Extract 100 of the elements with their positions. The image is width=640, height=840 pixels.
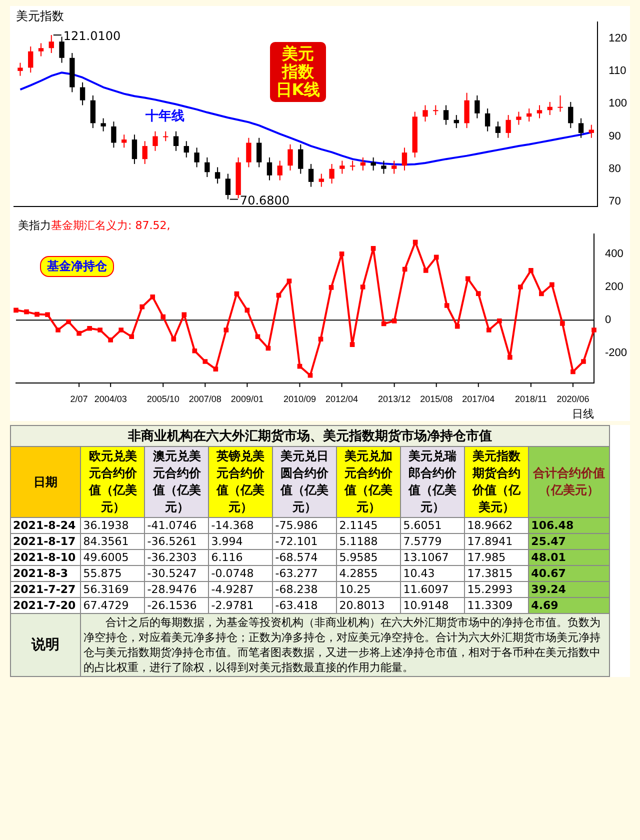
point <box>496 318 502 324</box>
text: 4.69 <box>531 599 558 612</box>
text: -36.2303 <box>147 551 197 564</box>
point <box>234 291 240 296</box>
text: 5.1188 <box>339 535 378 548</box>
category-label: 2021-8-17 <box>13 535 76 548</box>
candlestick <box>402 147 408 171</box>
point <box>66 319 71 324</box>
point <box>560 320 565 326</box>
candlestick <box>392 160 397 174</box>
x-tick-label: 2005/10 <box>146 394 180 404</box>
text: 11.6097 <box>403 583 449 596</box>
text: 106.48 <box>531 519 574 532</box>
point <box>423 268 428 273</box>
category-label: 美元兑加元合约价值（亿美元） <box>336 446 401 518</box>
text: 67.4729 <box>83 599 129 612</box>
candlestick <box>38 42 44 57</box>
candlestick <box>506 114 511 138</box>
text: 56.3169 <box>83 583 129 596</box>
category-label: 日期 <box>10 446 81 518</box>
point <box>392 318 397 324</box>
text: -41.0746 <box>147 519 197 532</box>
text: -14.368 <box>211 519 254 532</box>
candlestick <box>28 46 34 74</box>
point <box>171 336 176 342</box>
candlestick <box>111 121 116 148</box>
text: 7.5779 <box>403 535 442 548</box>
candlestick <box>266 156 272 181</box>
text: 10.43 <box>403 567 435 580</box>
candlestick <box>214 166 220 184</box>
point <box>276 292 282 298</box>
candlestick <box>329 163 334 184</box>
x-tick-label: 2/07 <box>70 394 88 404</box>
text: 40.67 <box>531 567 566 580</box>
text: 2.1145 <box>339 519 378 532</box>
point <box>255 334 260 340</box>
annotation: 121.0100 <box>63 29 121 44</box>
candlestick <box>464 92 470 129</box>
text: 17.985 <box>467 551 506 564</box>
point <box>24 309 29 314</box>
point <box>581 359 586 364</box>
category-label: 欧元兑美元合约价值（亿美元） <box>80 446 145 518</box>
text: 17.3815 <box>467 567 513 580</box>
category-label: 澳元兑美元合约价值（亿美元） <box>144 446 209 518</box>
candlestick <box>204 156 210 178</box>
text: 5.9585 <box>339 551 378 564</box>
candlestick <box>484 108 490 132</box>
candlestick <box>163 130 168 142</box>
point <box>98 328 102 332</box>
candlestick <box>90 94 96 129</box>
candlestick <box>474 94 480 119</box>
y-tick-label: 120 <box>608 32 628 44</box>
point <box>454 324 460 329</box>
text: 20.8013 <box>339 599 385 612</box>
candlestick <box>132 134 138 164</box>
candlestick <box>173 130 179 152</box>
text: 11.3309 <box>467 599 513 612</box>
candlestick <box>516 111 522 126</box>
text: 18.9662 <box>467 519 513 532</box>
point <box>224 328 229 332</box>
candlestick <box>318 173 324 188</box>
x-tick-label: 2012/04 <box>326 394 358 404</box>
candlestick <box>308 163 314 188</box>
point <box>592 328 596 332</box>
annotation: 70.6800 <box>240 193 290 208</box>
candlestick <box>48 34 54 54</box>
category-label: 2021-7-27 <box>13 583 76 596</box>
text: 17.8941 <box>467 535 513 548</box>
point <box>434 254 439 260</box>
y-tick-label: 80 <box>608 162 621 175</box>
candlestick <box>536 104 542 119</box>
candlestick <box>152 130 158 152</box>
candlestick <box>340 160 345 174</box>
text: -2.9781 <box>211 599 254 612</box>
x-tick-label: 2020/06 <box>556 394 590 404</box>
candlestick <box>18 62 23 76</box>
candlestick <box>381 160 386 174</box>
text: -28.9476 <box>147 583 197 596</box>
point <box>339 251 344 256</box>
point <box>45 312 50 318</box>
chart-subtitle: 基金期汇名义力: 87.52, <box>51 219 170 232</box>
category-label: 2021-8-3 <box>13 567 68 580</box>
text: 15.2993 <box>467 583 513 596</box>
y-tick-label: 200 <box>604 281 624 294</box>
point <box>150 294 156 300</box>
point <box>34 312 40 317</box>
category-label: 美元兑瑞郎合约价值（亿美元） <box>400 446 465 518</box>
point <box>118 328 124 332</box>
category-label: 英镑兑美元合约价值（亿美元） <box>208 446 273 518</box>
candlestick <box>588 124 594 138</box>
text: 55.875 <box>83 567 122 580</box>
point <box>550 282 554 288</box>
x-tick-label: 2009/01 <box>230 394 264 404</box>
text: 非商业机构在六大外汇期货市场、美元指数期货市场净持仓市值 <box>10 426 610 446</box>
candlestick <box>288 144 293 171</box>
point <box>182 312 187 318</box>
point <box>297 364 302 369</box>
candlestick <box>100 118 106 132</box>
point <box>518 284 523 290</box>
point <box>266 346 271 351</box>
